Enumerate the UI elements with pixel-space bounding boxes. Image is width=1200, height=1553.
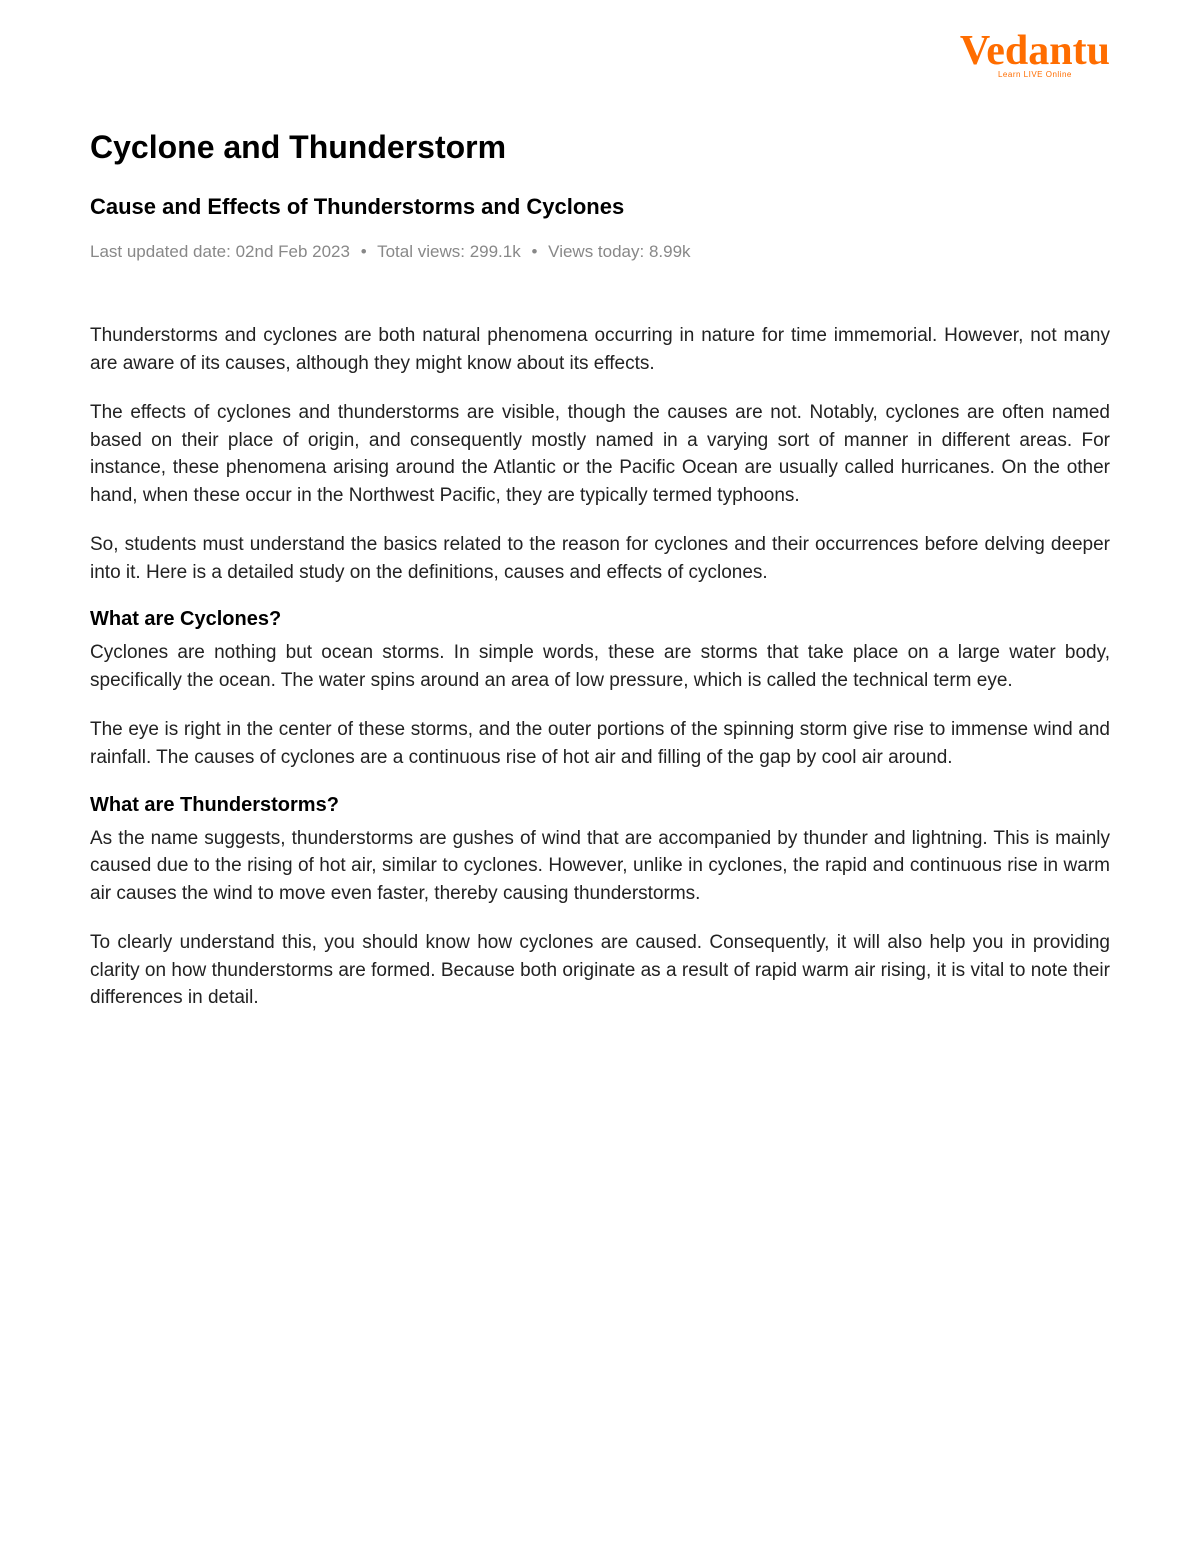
total-views-label: Total views: [377, 242, 465, 261]
body-paragraph: The eye is right in the center of these … [90, 716, 1110, 771]
page-subtitle: Cause and Effects of Thunderstorms and C… [90, 194, 1110, 220]
total-views-value: 299.1k [470, 242, 521, 261]
body-paragraph: So, students must understand the basics … [90, 531, 1110, 586]
last-updated-value: 02nd Feb 2023 [236, 242, 350, 261]
body-paragraph: The effects of cyclones and thunderstorm… [90, 399, 1110, 509]
meta-info: Last updated date: 02nd Feb 2023 • Total… [90, 242, 1110, 262]
views-today-label: Views today: [548, 242, 644, 261]
page-title: Cyclone and Thunderstorm [90, 129, 1110, 166]
body-paragraph: Cyclones are nothing but ocean storms. I… [90, 639, 1110, 694]
body-paragraph: As the name suggests, thunderstorms are … [90, 825, 1110, 908]
logo-text: Vedantu [960, 30, 1110, 72]
separator: • [531, 242, 537, 261]
logo-container: Vedantu Learn LIVE Online [90, 30, 1110, 79]
last-updated-label: Last updated date: [90, 242, 231, 261]
brand-logo: Vedantu Learn LIVE Online [960, 30, 1110, 79]
separator: • [361, 242, 367, 261]
body-paragraph: To clearly understand this, you should k… [90, 929, 1110, 1012]
section-heading: What are Thunderstorms? [90, 794, 1110, 817]
views-today-value: 8.99k [649, 242, 691, 261]
section-heading: What are Cyclones? [90, 608, 1110, 631]
body-paragraph: Thunderstorms and cyclones are both natu… [90, 322, 1110, 377]
